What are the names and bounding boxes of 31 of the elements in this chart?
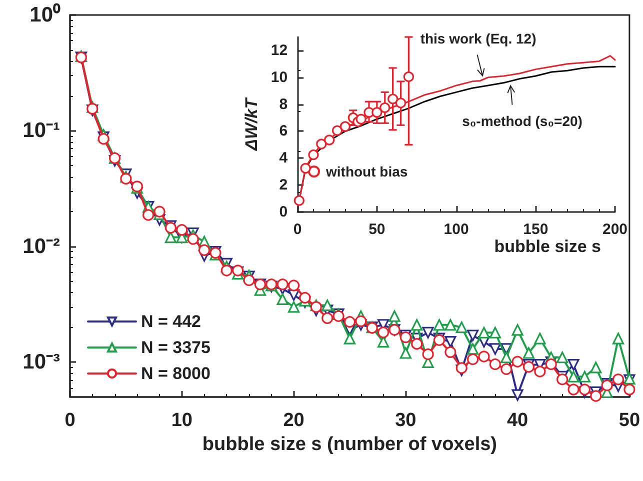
x-axis-title: bubble size s (number of voxels) xyxy=(202,434,497,455)
x-tick-label: 10 xyxy=(171,410,192,431)
y-tick-label: 10 xyxy=(270,68,288,86)
x-axis-title: bubble size s xyxy=(494,237,601,256)
y-tick-label: 6 xyxy=(279,122,288,140)
x-tick-label: 30 xyxy=(395,410,416,431)
legend-label: N = 3375 xyxy=(141,338,210,357)
legend-label: without bias xyxy=(325,164,408,180)
x-tick-label: 20 xyxy=(283,410,304,431)
annotation: s₀-method (s₀=20) xyxy=(462,112,582,129)
x-tick-label: 50 xyxy=(368,221,386,238)
x-tick-label: 200 xyxy=(602,221,628,238)
x-tick-label: 50 xyxy=(618,410,640,431)
x-tick-label: 0 xyxy=(293,221,302,238)
y-tick-label: 10⁰ xyxy=(30,2,61,26)
legend-label: N = 442 xyxy=(141,312,202,331)
y-tick-label: 2 xyxy=(279,176,288,194)
annotation: this work (Eq. 12) xyxy=(420,30,536,47)
y-tick-label: 8 xyxy=(279,96,288,113)
x-tick-label: 0 xyxy=(64,410,76,431)
x-tick-label: 150 xyxy=(523,221,548,238)
x-tick-label: 100 xyxy=(444,221,469,238)
y-tick-label: 0 xyxy=(279,204,288,220)
y-tick-label: 10⁻¹ xyxy=(22,119,60,142)
y-tick-label: 10⁻³ xyxy=(22,350,60,374)
legend-label: N = 8000 xyxy=(141,364,210,383)
y-axis-title: ΔW/kT xyxy=(242,96,261,152)
y-tick-label: 12 xyxy=(270,42,288,59)
y-tick-label: 10⁻² xyxy=(22,234,60,258)
x-tick-label: 40 xyxy=(506,410,528,431)
y-tick-label: 4 xyxy=(279,150,288,167)
